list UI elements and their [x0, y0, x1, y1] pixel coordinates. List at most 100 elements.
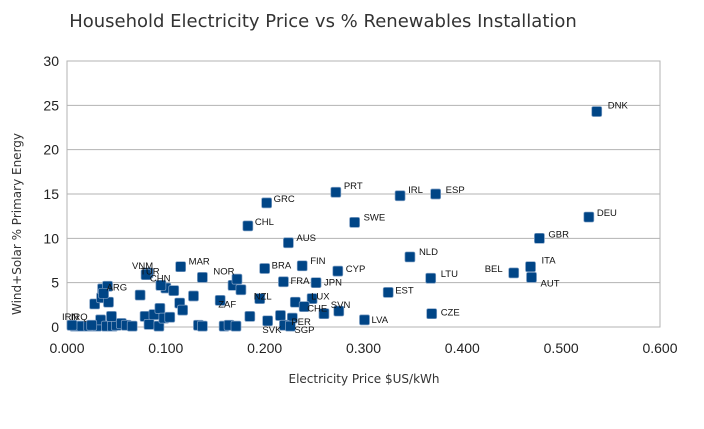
scatter-point-tur: [140, 269, 152, 281]
scatter-point: [231, 273, 243, 285]
scatter-point-bra: [259, 263, 271, 274]
point-label-chl: CHL: [255, 217, 274, 228]
scatter-point: [164, 311, 176, 323]
point-label-mar: MAR: [189, 257, 210, 268]
scatter-point-fra: [278, 276, 289, 288]
scatter-point-aus: [283, 237, 294, 249]
point-label-irn: IRN: [62, 312, 79, 323]
point-label-deu: DEU: [597, 208, 617, 219]
y-tick-label: 5: [51, 275, 59, 291]
scatter-point-esp: [430, 188, 441, 200]
x-tick-label: 0.000: [49, 340, 84, 356]
scatter-point: [244, 311, 256, 322]
point-label-grc: GRC: [274, 194, 295, 205]
scatter-point: [126, 320, 138, 332]
point-label-cze: CZE: [441, 308, 460, 319]
point-label-bra: BRA: [272, 260, 292, 271]
y-axis-ticks: 0 5 10 15 20 25 30: [43, 53, 59, 335]
scatter-point-irl: [394, 190, 406, 202]
scatter-point-fin: [296, 260, 308, 272]
x-tick-label: 0.100: [148, 340, 183, 356]
point-label-fin: FIN: [310, 256, 325, 267]
x-tick-label: 0.600: [642, 340, 677, 356]
scatter-point-gbr: [534, 232, 545, 244]
x-tick-label: 0.200: [247, 340, 282, 356]
scatter-point-svn: [333, 305, 345, 317]
scatter-point: [318, 308, 330, 320]
scatter-point: [262, 315, 273, 327]
x-tick-label: 0.500: [544, 340, 579, 356]
scatter-point-cyp: [332, 265, 344, 277]
scatter-point-irn: [66, 319, 78, 331]
scatter-point: [235, 284, 247, 296]
scatter-point: [103, 296, 114, 308]
scatter-point: [289, 296, 301, 308]
point-label-bel: BEL: [485, 264, 503, 275]
point-label-ltu: LTU: [441, 269, 458, 280]
point-label-svn: SVN: [331, 300, 351, 311]
scatter-point-aut: [526, 271, 537, 283]
scatter-point-cze: [426, 308, 438, 320]
point-label-nzl: NZL: [254, 292, 272, 303]
point-label-fra: FRA: [290, 276, 310, 287]
scatter-point-chl: [242, 220, 254, 232]
point-label-esp: ESP: [446, 185, 465, 196]
scatter-point-est: [382, 287, 394, 298]
point-label-lux: LUX: [311, 292, 330, 303]
point-label-prt: PRT: [344, 181, 363, 192]
scatter-point-swe: [349, 217, 360, 228]
y-tick-label: 0: [51, 319, 59, 335]
point-label-nor: NOR: [213, 266, 234, 277]
point-label-tur: TUR: [140, 267, 160, 278]
y-tick-label: 20: [43, 142, 59, 158]
point-label-per: PER: [291, 317, 311, 328]
scatter-point-nzl: [254, 293, 266, 304]
data-points: [66, 106, 603, 332]
scatter-point-sgp: [285, 320, 296, 332]
point-label-gbr: GBR: [548, 229, 569, 240]
point-label-irq: IRQ: [71, 312, 88, 323]
point-label-est: EST: [395, 285, 414, 296]
scatter-point-bel: [508, 267, 520, 279]
y-tick-label: 15: [43, 186, 59, 202]
point-label-ita: ITA: [542, 256, 557, 267]
scatter-point-irq: [86, 319, 98, 331]
scatter-point-deu: [583, 211, 595, 223]
y-axis-title: Wind+Solar % Primary Energy: [10, 133, 24, 315]
chart-title: Household Electricity Price vs % Renewab…: [69, 11, 577, 32]
point-label-aut: AUT: [541, 278, 560, 289]
point-label-cyp: CYP: [346, 264, 366, 275]
scatter-point-che: [298, 301, 310, 312]
point-label-jpn: JPN: [324, 278, 342, 289]
point-label-zaf: ZAF: [218, 299, 236, 310]
x-tick-label: 0.300: [346, 340, 381, 356]
scatter-point-prt: [330, 186, 342, 198]
scatter-point-nor: [197, 271, 208, 283]
scatter-point-dnk: [591, 106, 603, 117]
scatter-point-jpn: [310, 277, 322, 289]
scatter-point-nld: [404, 251, 416, 263]
x-tick-label: 0.400: [445, 340, 480, 356]
scatter-point: [197, 320, 208, 332]
scatter-point-lux: [306, 293, 318, 304]
y-tick-label: 30: [43, 53, 59, 69]
point-label-swe: SWE: [364, 212, 386, 223]
point-label-dnk: DNK: [608, 101, 629, 112]
y-tick-label: 10: [43, 230, 59, 246]
scatter-point-zaf: [214, 295, 226, 306]
point-label-sgp: SGP: [294, 325, 314, 336]
point-label-aus: AUS: [296, 233, 316, 244]
scatter-point-lva: [359, 314, 370, 326]
point-label-che: CHE: [307, 304, 327, 315]
scatter-point-grc: [261, 197, 272, 209]
scatter-point-ita: [525, 261, 536, 273]
point-label-vnm: VNM: [132, 261, 153, 272]
scatter-point: [143, 318, 155, 330]
x-axis-title: Electricity Price $US/kWh: [288, 372, 439, 386]
point-label-lva: LVA: [371, 315, 388, 326]
scatter-point-arg: [98, 287, 109, 299]
scatter-point-ltu: [425, 272, 437, 284]
y-tick-label: 25: [43, 97, 59, 113]
scatter-point: [134, 289, 146, 301]
